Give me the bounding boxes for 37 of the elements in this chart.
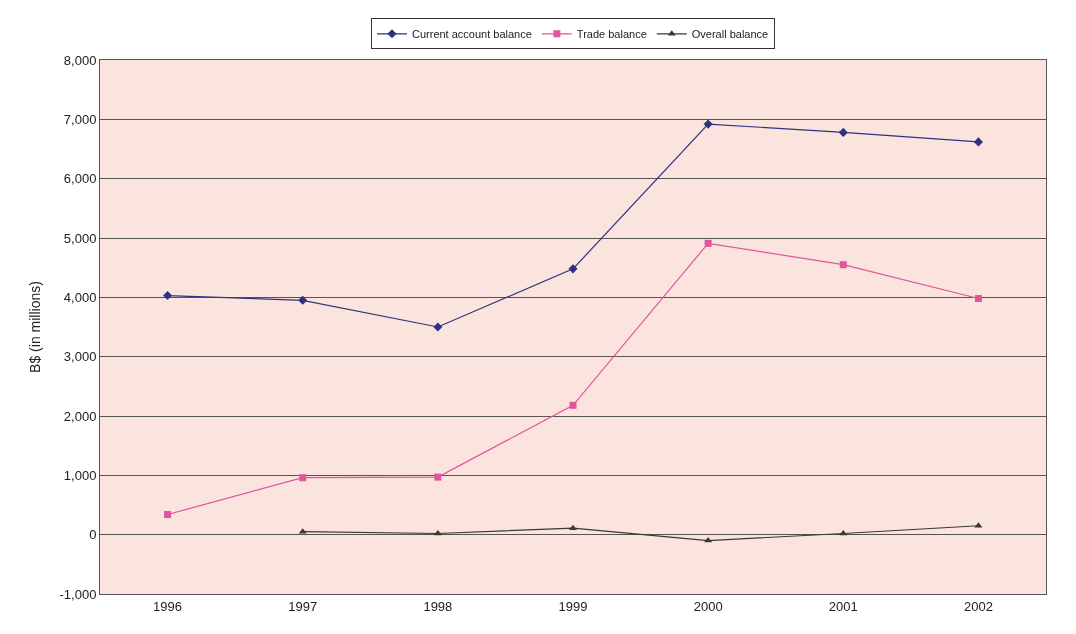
y-axis-title: B$ (in millions)	[27, 281, 44, 373]
point	[974, 295, 982, 303]
x-tick-label: 1998	[423, 598, 453, 614]
y-tick-label: 8,000	[63, 52, 97, 68]
point	[164, 510, 172, 518]
point	[433, 322, 443, 332]
point	[299, 474, 307, 482]
point	[839, 261, 847, 269]
y-tick-label: 1,000	[63, 467, 97, 483]
point	[703, 119, 713, 129]
x-tick-label: 2000	[693, 598, 723, 614]
y-tick-label: 5,000	[63, 230, 97, 246]
point	[839, 529, 848, 536]
x-tick-label: 1999	[558, 598, 588, 614]
point	[973, 137, 983, 147]
y-tick-label: -1,000	[59, 586, 97, 602]
point	[569, 401, 577, 409]
x-tick-label: 1997	[288, 598, 318, 614]
y-tick-label: 0	[89, 527, 97, 543]
point	[568, 264, 578, 274]
point	[838, 127, 848, 137]
point	[298, 295, 308, 305]
legend-label: Current account balance	[412, 28, 532, 41]
x-tick-label: 2001	[828, 598, 858, 614]
x-tick-label: 2002	[963, 598, 993, 614]
point	[704, 239, 712, 247]
point	[433, 529, 442, 536]
y-tick-label: 7,000	[63, 111, 97, 127]
y-tick-label: 3,000	[63, 349, 97, 365]
y-tick-label: 6,000	[63, 171, 97, 187]
point	[163, 291, 173, 301]
legend-label: Overall balance	[691, 28, 769, 41]
legend-label: Trade balance	[576, 28, 647, 41]
x-tick-label: 1996	[153, 598, 183, 614]
point	[434, 473, 442, 481]
y-tick-label: 4,000	[63, 289, 97, 305]
y-tick-label: 2,000	[63, 408, 97, 424]
